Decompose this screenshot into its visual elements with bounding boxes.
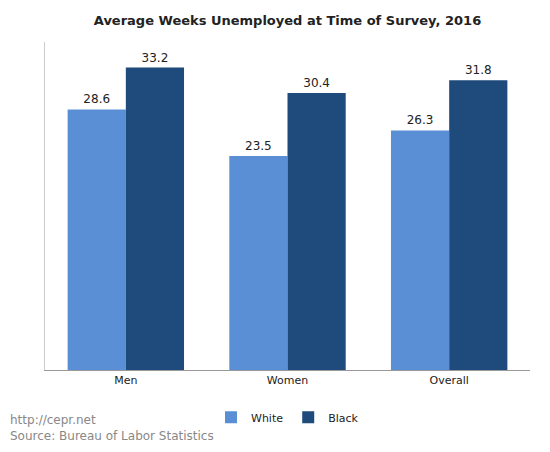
svg-text:Black: Black [328, 412, 358, 425]
svg-text:Average Weeks Unemployed at Ti: Average Weeks Unemployed at Time of Surv… [94, 13, 481, 28]
svg-text:White: White [251, 412, 283, 425]
svg-text:31.8: 31.8 [465, 63, 492, 77]
svg-text:Men: Men [114, 374, 137, 387]
svg-text:Women: Women [267, 374, 308, 387]
svg-text:http://cepr.net: http://cepr.net [10, 413, 96, 427]
svg-text:23.5: 23.5 [245, 139, 272, 153]
svg-text:26.3: 26.3 [407, 113, 434, 127]
svg-text:Source: Bureau of Labor Statis: Source: Bureau of Labor Statistics [10, 429, 214, 443]
svg-text:30.4: 30.4 [303, 76, 330, 90]
svg-text:Overall: Overall [430, 374, 469, 387]
svg-text:28.6: 28.6 [83, 92, 110, 106]
svg-text:33.2: 33.2 [142, 51, 169, 65]
